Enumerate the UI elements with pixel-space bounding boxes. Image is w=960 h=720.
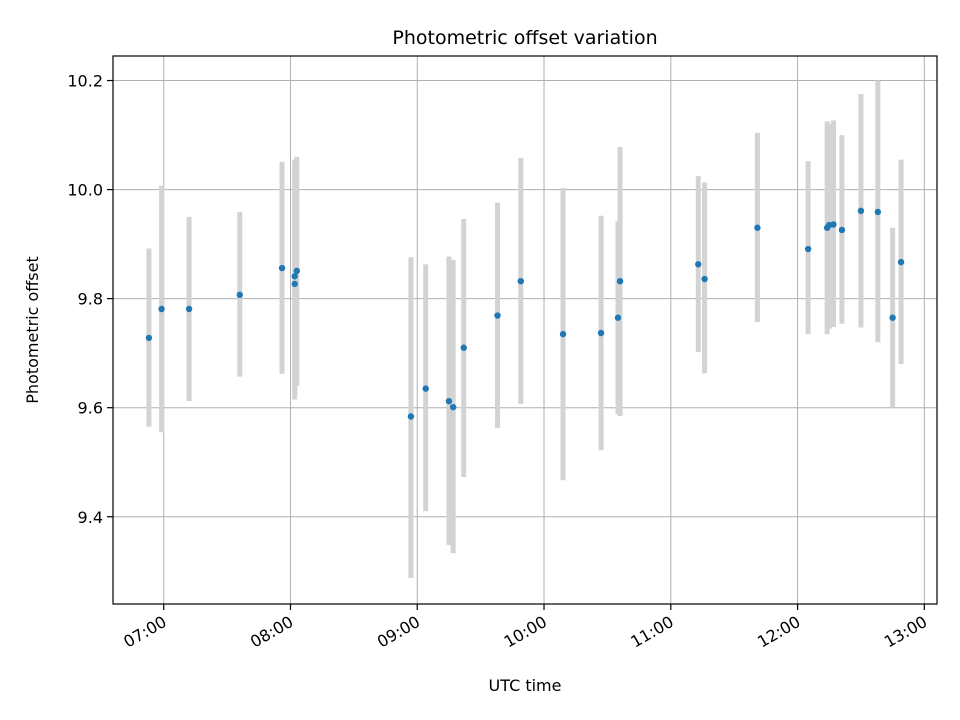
y-tick-label: 9.4 — [78, 508, 103, 527]
data-point — [517, 277, 524, 285]
y-axis-label: Photometric offset — [23, 256, 42, 404]
y-tick-label: 10.0 — [67, 181, 103, 200]
data-point — [874, 208, 882, 216]
data-point — [889, 314, 896, 321]
x-axis-ticks: 07:00 08:00 09:00 10:00 11:00 12:00 13:00 — [120, 604, 930, 652]
x-axis-label: UTC time — [489, 676, 562, 695]
data-point — [597, 329, 605, 337]
x-tick-label: 10:00 — [501, 612, 550, 652]
data-point — [293, 267, 301, 275]
data-point — [616, 277, 624, 285]
x-tick-label: 13:00 — [881, 612, 930, 652]
y-tick-label: 9.8 — [78, 290, 103, 309]
data-point — [695, 261, 702, 268]
data-point — [291, 273, 298, 280]
x-tick-label: 07:00 — [120, 612, 169, 652]
x-tick-label: 12:00 — [754, 612, 803, 652]
data-point — [145, 334, 153, 342]
data-point — [449, 403, 457, 411]
data-point — [460, 344, 467, 351]
x-tick-label: 11:00 — [627, 612, 676, 652]
data-point — [158, 305, 165, 313]
error-bars — [146, 80, 904, 578]
data-point — [278, 264, 286, 272]
data-point — [291, 280, 298, 288]
data-point — [897, 258, 905, 266]
y-axis-ticks: 9.4 9.6 9.8 10.0 10.2 — [67, 72, 113, 527]
data-point — [804, 245, 812, 253]
data-point — [830, 221, 837, 228]
data-point — [701, 275, 708, 283]
y-tick-label: 9.6 — [78, 399, 103, 418]
data-point — [559, 330, 567, 338]
data-point — [445, 397, 453, 405]
x-tick-label: 09:00 — [374, 612, 423, 652]
y-tick-label: 10.2 — [67, 72, 103, 91]
chart-title: Photometric offset variation — [392, 27, 657, 49]
data-point — [754, 224, 761, 231]
data-point — [857, 207, 865, 215]
data-point — [838, 226, 846, 234]
data-point — [407, 413, 415, 420]
plot-frame — [112, 55, 938, 605]
x-tick-label: 08:00 — [247, 612, 296, 652]
data-points — [145, 207, 905, 420]
data-point — [494, 312, 501, 319]
grid-lines — [113, 56, 937, 604]
data-point — [185, 305, 193, 313]
data-point — [614, 314, 622, 321]
data-point — [422, 385, 429, 392]
data-point — [236, 291, 243, 299]
